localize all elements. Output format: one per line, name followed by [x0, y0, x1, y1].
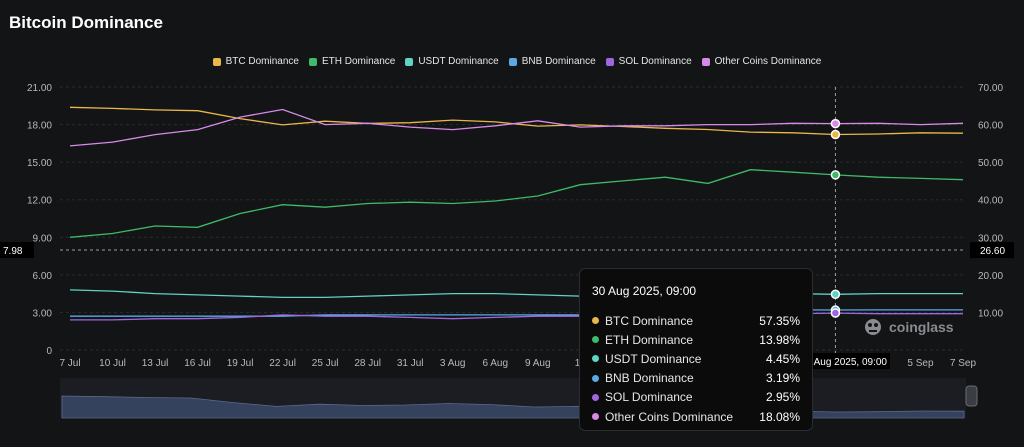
x-tick-label: 13 Jul — [142, 358, 169, 369]
x-tick-label: 3 Aug — [440, 358, 466, 369]
crosshair-y-left-badge — [0, 242, 34, 259]
y-left-tick-label: 12.00 — [27, 196, 52, 207]
legend-label: SOL Dominance — [618, 56, 692, 67]
legend-swatch — [605, 57, 614, 66]
tooltip-row: BNB Dominance 3.19% — [592, 369, 800, 388]
legend-label: Other Coins Dominance — [714, 56, 822, 67]
x-tick-label: 10 Jul — [99, 358, 126, 369]
legend-label: BTC Dominance — [225, 56, 299, 67]
crosshair-y-left-label: 7.98 — [3, 246, 23, 257]
y-right-tick-label: 50.00 — [978, 158, 1003, 169]
legend-item-sol[interactable]: SOL Dominance — [605, 56, 692, 67]
legend-item-bnb[interactable]: BNB Dominance — [508, 56, 596, 67]
tooltip-dot — [592, 413, 599, 421]
x-tick-label: 7 Sep — [950, 358, 977, 369]
crosshair-x-label: 30 Aug 2025, 09:00 — [800, 357, 887, 368]
tooltip-row: ETH Dominance 13.98% — [592, 330, 800, 349]
tooltip-dot — [592, 355, 599, 363]
legend-swatch — [308, 57, 317, 66]
y-left-tick-label: 9.00 — [33, 233, 53, 244]
coinglass-watermark: coinglass — [862, 316, 954, 338]
series-line-bnb-dominance — [70, 309, 963, 317]
y-right-tick-label: 20.00 — [978, 271, 1003, 282]
chart-tooltip: 30 Aug 2025, 09:00 BTC Dominance 57.35% E… — [579, 268, 813, 431]
crosshair-point — [830, 170, 841, 180]
tooltip-label: ETH Dominance — [605, 332, 694, 347]
tooltip-value: 3.19% — [765, 371, 800, 386]
x-tick-label: 22 Jul — [269, 358, 296, 369]
x-tick-label: 25 Jul — [312, 358, 339, 369]
y-right-tick-label: 60.00 — [978, 121, 1003, 132]
y-left-tick-label: 21.00 — [27, 83, 52, 94]
tooltip-dot — [592, 374, 599, 382]
crosshair-y-right-badge — [970, 242, 1014, 259]
legend-label: BNB Dominance — [521, 56, 596, 67]
tooltip-label: BTC Dominance — [605, 313, 694, 328]
crosshair-point — [830, 308, 841, 318]
legend-item-other[interactable]: Other Coins Dominance — [701, 56, 822, 67]
legend-item-eth[interactable]: ETH Dominance — [308, 56, 396, 67]
y-left-tick-label: 0 — [46, 346, 52, 357]
tooltip-label: Other Coins Dominance — [605, 409, 734, 424]
legend-label: ETH Dominance — [321, 56, 396, 67]
tooltip-dot — [592, 393, 599, 401]
crosshair-x-badge — [808, 353, 890, 369]
x-tick-label: 28 Jul — [354, 358, 381, 369]
tooltip-value: 4.45% — [765, 351, 800, 366]
legend-label: USDT Dominance — [418, 56, 499, 67]
tooltip-dot — [592, 317, 599, 325]
tooltip-dot — [592, 336, 599, 344]
x-tick-label: 16 Jul — [184, 358, 211, 369]
crosshair-point — [830, 129, 841, 140]
tooltip-row: BTC Dominance 57.35% — [592, 311, 800, 330]
x-tick-label: 6 Aug — [482, 358, 508, 369]
legend-swatch — [701, 57, 710, 66]
legend-swatch — [508, 57, 517, 66]
legend-swatch — [212, 57, 221, 66]
tooltip-value: 2.95% — [765, 390, 800, 405]
tooltip-row: USDT Dominance 4.45% — [592, 349, 800, 368]
y-right-tick-label: 30.00 — [978, 233, 1003, 244]
legend-item-usdt[interactable]: USDT Dominance — [405, 56, 499, 67]
x-tick-label: 19 Jul — [227, 358, 254, 369]
crosshair-point — [830, 118, 841, 129]
tooltip-label: USDT Dominance — [605, 351, 702, 366]
coinglass-logo-icon — [865, 319, 881, 335]
tooltip-row: SOL Dominance 2.95% — [592, 388, 800, 407]
tooltip-value: 18.08% — [759, 409, 800, 424]
series-line-other-coins-dominance — [69, 108, 964, 147]
chart-legend: BTC Dominance ETH Dominance USDT Dominan… — [0, 56, 1024, 67]
series-line-eth-dominance — [69, 169, 964, 238]
page-title: Bitcoin Dominance — [9, 13, 163, 32]
tooltip-value: 13.98% — [759, 332, 800, 347]
crosshair-point — [830, 289, 841, 300]
x-tick-label: 31 Jul — [397, 358, 424, 369]
y-right-tick-label: 70.00 — [978, 83, 1003, 94]
y-left-tick-label: 6.00 — [33, 271, 53, 282]
legend-swatch — [405, 57, 414, 66]
tooltip-value: 57.35% — [759, 313, 800, 328]
crosshair-y-right-label: 26.60 — [980, 246, 1005, 257]
tooltip-label: BNB Dominance — [605, 371, 694, 386]
y-right-tick-label: 40.00 — [978, 196, 1003, 207]
series-line-usdt-dominance — [69, 289, 963, 299]
tooltip-row: Other Coins Dominance 18.08% — [592, 407, 800, 426]
tooltip-label: SOL Dominance — [605, 390, 693, 405]
x-tick-label: 7 Jul — [59, 358, 80, 369]
y-left-tick-label: 3.00 — [33, 308, 53, 319]
tooltip-title: 30 Aug 2025, 09:00 — [592, 284, 697, 298]
y-right-tick-label: 10.00 — [978, 308, 1003, 319]
series-line-btc-dominance — [69, 106, 964, 136]
y-left-tick-label: 18.00 — [27, 121, 52, 132]
x-tick-label: 5 Sep — [907, 358, 934, 369]
watermark-text: coinglass — [889, 319, 954, 335]
x-tick-label: 9 Aug — [525, 358, 551, 369]
y-left-tick-label: 15.00 — [27, 158, 52, 169]
legend-item-btc[interactable]: BTC Dominance — [212, 56, 299, 67]
series-line-sol-dominance — [70, 312, 963, 321]
navigator-handle[interactable] — [965, 385, 978, 407]
